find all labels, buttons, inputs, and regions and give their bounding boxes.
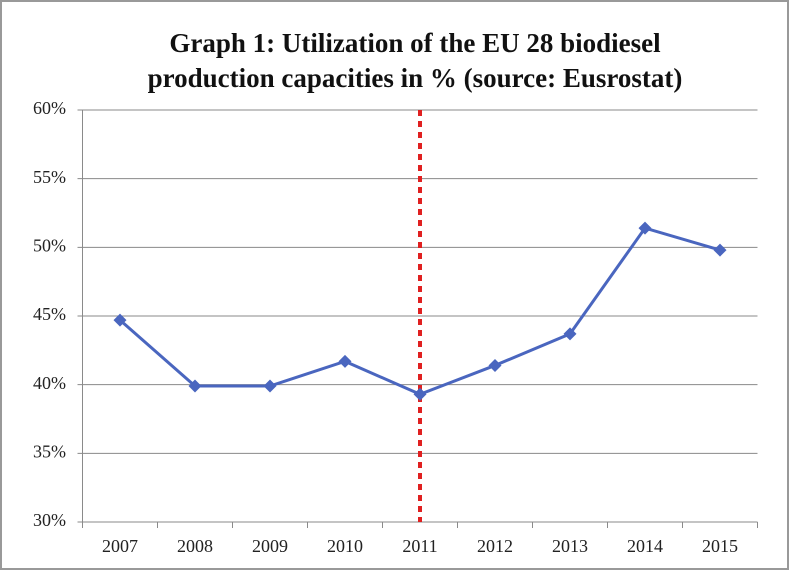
x-tick-label: 2012 xyxy=(477,536,513,556)
data-point xyxy=(638,221,652,235)
data-point xyxy=(338,354,352,368)
y-tick-label: 30% xyxy=(33,510,66,530)
y-tick-label: 40% xyxy=(33,373,66,393)
data-point xyxy=(263,379,277,393)
x-tick-label: 2015 xyxy=(702,536,738,556)
y-tick-label: 35% xyxy=(33,441,66,461)
x-tick-label: 2013 xyxy=(552,536,588,556)
data-point xyxy=(488,358,502,372)
x-tick-label: 2007 xyxy=(102,536,138,556)
x-tick-label: 2014 xyxy=(627,536,663,556)
chart-title: production capacities in % (source: Eusr… xyxy=(148,63,683,93)
chart-title: Graph 1: Utilization of the EU 28 biodie… xyxy=(169,28,661,58)
x-tick-label: 2008 xyxy=(177,536,213,556)
x-tick-label: 2010 xyxy=(327,536,363,556)
data-point xyxy=(563,327,577,341)
data-point xyxy=(113,313,127,327)
data-point xyxy=(713,243,727,257)
data-point xyxy=(413,387,427,401)
y-tick-label: 60% xyxy=(33,98,66,118)
data-point xyxy=(188,379,202,393)
x-tick-label: 2009 xyxy=(252,536,288,556)
y-tick-label: 50% xyxy=(33,235,66,255)
y-tick-label: 55% xyxy=(33,167,66,187)
y-tick-label: 45% xyxy=(33,304,66,324)
x-tick-label: 2011 xyxy=(402,536,437,556)
